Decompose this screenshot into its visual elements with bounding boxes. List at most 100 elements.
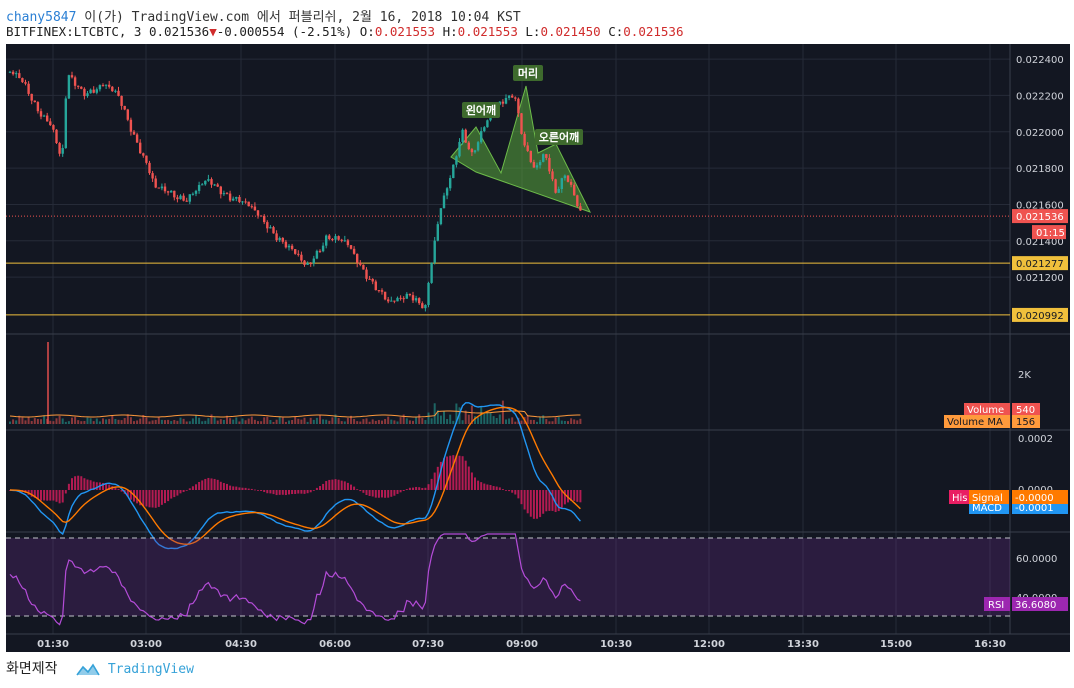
- candle-body: [554, 179, 557, 193]
- candle-body: [238, 197, 241, 202]
- histogram-bar: [46, 490, 49, 501]
- histogram-bar: [160, 490, 163, 505]
- histogram-bar: [371, 490, 374, 497]
- volume-bar: [188, 421, 191, 424]
- volume-bar: [297, 418, 300, 424]
- histogram-bar: [492, 486, 495, 490]
- volume-bar: [402, 414, 405, 424]
- volume-bar: [505, 419, 507, 424]
- histogram-bar: [365, 490, 368, 496]
- histogram-bar: [114, 487, 117, 490]
- tradingview-link[interactable]: TradingView: [76, 662, 194, 677]
- candle-body: [573, 184, 576, 196]
- volume-bar: [492, 416, 495, 424]
- support-level-1-text: 0.021277: [1016, 259, 1064, 270]
- chart-canvas[interactable]: 왼어깨 머리 오른어깨 0.022400 0.022200 0.022000 0…: [6, 44, 1070, 652]
- histogram-bar: [297, 490, 300, 494]
- candle-body: [442, 195, 446, 209]
- volume-bar: [464, 410, 467, 424]
- candle-body: [551, 171, 554, 180]
- time-tick: 09:00: [506, 639, 538, 650]
- volume-ma-label: Volume MA: [947, 417, 1003, 428]
- candle-body: [89, 89, 92, 94]
- volume-bar: [204, 420, 207, 424]
- histogram-bar: [384, 490, 387, 498]
- close-label: C:: [608, 24, 624, 39]
- candle-body: [359, 262, 362, 265]
- histogram-bar: [61, 490, 64, 503]
- snapshot-label: 화면제작: [6, 661, 58, 677]
- volume-bar: [250, 416, 253, 424]
- volume-bar: [123, 418, 126, 424]
- volume-bar: [160, 419, 163, 424]
- volume-bar: [278, 416, 281, 424]
- time-tick: 01:30: [37, 639, 69, 650]
- support-lines[interactable]: [6, 262, 1010, 316]
- volume-bar: [95, 418, 98, 424]
- volume-bar: [179, 417, 182, 424]
- candle-body: [126, 109, 129, 120]
- candle-body: [303, 260, 306, 265]
- pattern-label-right-shoulder[interactable]: 오른어깨: [535, 129, 583, 145]
- candle-body: [117, 90, 120, 96]
- volume-bar: [272, 421, 275, 424]
- candle-body: [185, 200, 188, 202]
- pattern-label-head[interactable]: 머리: [513, 65, 543, 81]
- histogram-bar: [443, 458, 445, 490]
- volume-bar: [117, 419, 120, 424]
- histogram-bar: [548, 490, 551, 511]
- pattern-label-left-shoulder[interactable]: 왼어깨: [462, 102, 500, 118]
- volume-bar: [371, 419, 374, 424]
- volume-bar: [61, 418, 64, 424]
- volume-bar: [390, 419, 393, 424]
- histogram-bar: [204, 478, 207, 490]
- histogram-bar: [86, 479, 89, 490]
- volume-bar: [498, 414, 501, 424]
- pane-separators: [6, 44, 1070, 635]
- candle-body: [179, 195, 182, 200]
- rsi-legend: RSI 36.6080: [984, 597, 1068, 611]
- volume-bar: [393, 420, 396, 424]
- volume-bar: [198, 417, 201, 424]
- candle-body: [191, 193, 195, 195]
- volume-bar: [483, 412, 486, 424]
- high-value: 0.021553: [457, 24, 518, 39]
- histogram-bar: [55, 490, 58, 502]
- time-tick: 12:00: [693, 639, 725, 650]
- candle-body: [176, 197, 179, 200]
- candle-body: [86, 93, 89, 97]
- author-name[interactable]: chany5847: [6, 10, 77, 25]
- histogram-bar: [415, 486, 418, 490]
- histogram-bar: [551, 490, 554, 511]
- candle-body: [480, 131, 483, 143]
- candle-body: [142, 153, 145, 156]
- signal-value: -0.0000: [1015, 493, 1054, 504]
- volume-bar: [36, 418, 39, 424]
- candle-body: [557, 189, 560, 193]
- candle-body: [486, 120, 489, 128]
- candle-body: [300, 254, 303, 261]
- candle-body: [411, 295, 415, 301]
- candle-body: [436, 224, 439, 241]
- candle-body: [371, 278, 374, 282]
- histogram-bar: [250, 488, 253, 490]
- volume-bar: [539, 416, 542, 424]
- time-axis[interactable]: 01:30 03:00 04:30 06:00 07:30 09:00 10:3…: [37, 639, 1006, 650]
- histogram-bar: [167, 490, 170, 502]
- volume-bars: [9, 342, 582, 424]
- volume-bar: [325, 419, 328, 424]
- histogram-bar: [247, 488, 250, 490]
- histogram-bar: [393, 490, 396, 496]
- volume-bar: [275, 419, 278, 424]
- candle-body: [197, 184, 201, 191]
- volume-bar: [148, 421, 151, 424]
- histogram-bar: [359, 490, 362, 492]
- volume-bar: [222, 419, 225, 424]
- volume-bar: [563, 420, 566, 424]
- price-tick: 0.021400: [1016, 237, 1064, 248]
- price-axis[interactable]: 0.022400 0.022200 0.022000 0.021800 0.02…: [1016, 55, 1064, 284]
- volume-bar: [470, 405, 473, 424]
- macd-histogram: [9, 455, 582, 519]
- rsi-value: 36.6080: [1015, 600, 1056, 611]
- volume-bar: [263, 417, 266, 424]
